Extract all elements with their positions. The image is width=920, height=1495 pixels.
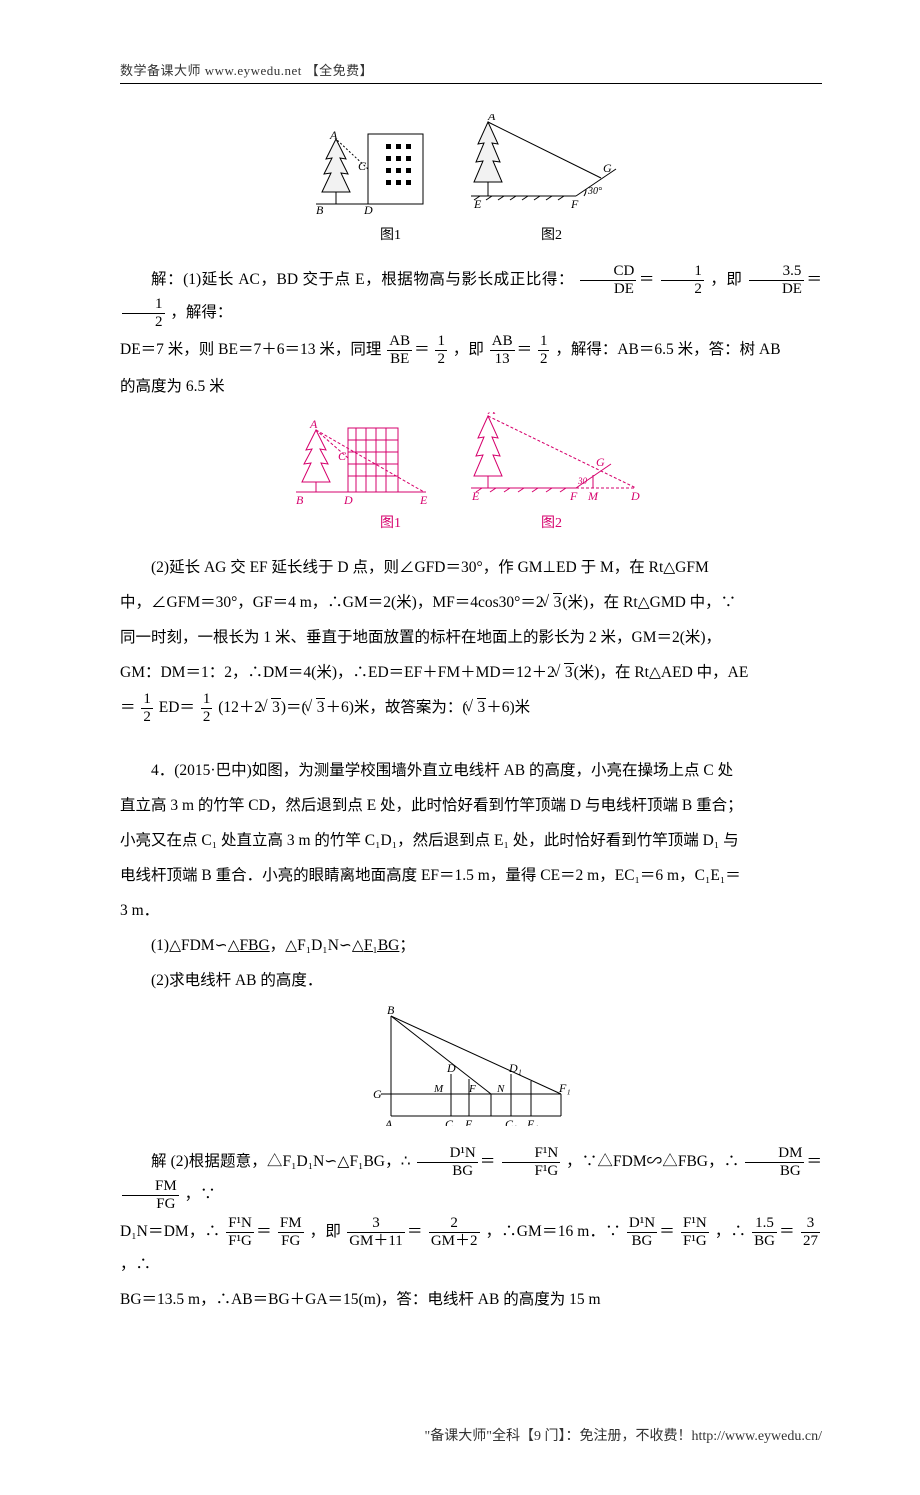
figure-3: B G A D M C E F D₁ N C₁ E₁ F₁	[120, 1006, 822, 1126]
solution-3: 解 (2)根据题意，△F₁D₁N∽△F₁BG，∴ D¹NBG＝ F¹NF¹G ，…	[120, 1146, 822, 1315]
svg-text:30°: 30°	[587, 186, 602, 197]
svg-text:30: 30	[577, 476, 588, 486]
svg-text:C: C	[338, 449, 347, 463]
s3f11: 1.5BG	[752, 1216, 777, 1249]
fig2-cap2: 图2	[541, 512, 562, 532]
page-header: 数学备课大师 www.eywedu.net 【全免费】	[120, 60, 822, 84]
s3f7: 3GM＋11	[347, 1216, 405, 1249]
frac-half-1: 12	[141, 692, 153, 725]
header-note: 【全免费】	[306, 63, 374, 78]
s3f4: FMFG	[122, 1179, 179, 1212]
s3f12: 327	[801, 1216, 820, 1249]
frac-1-2c: 12	[435, 334, 447, 367]
svg-text:A: A	[309, 417, 318, 431]
s3f9: D¹NBG	[627, 1216, 657, 1249]
svg-text:E: E	[464, 1117, 473, 1126]
svg-text:D₁: D₁	[508, 1061, 522, 1075]
svg-text:F₁: F₁	[558, 1081, 571, 1095]
footer-text: "备课大师"全科【9 门】：免注册，不收费！http://www.eywedu.…	[425, 1429, 822, 1444]
svg-text:B: B	[387, 1006, 395, 1017]
fig1-cap2: 图2	[541, 224, 562, 244]
fig2-captions: 图1 图2	[120, 512, 822, 532]
svg-text:G: G	[596, 455, 605, 469]
svg-text:F: F	[570, 197, 579, 211]
s3f6: FMFG	[278, 1216, 304, 1249]
sqrt3-b: 3	[555, 657, 574, 688]
svg-text:D: D	[446, 1061, 456, 1075]
svg-text:F: F	[468, 1083, 476, 1095]
svg-text:B: B	[316, 203, 324, 217]
svg-text:B: B	[296, 493, 304, 507]
frac-1-2b: 12	[122, 297, 165, 330]
sqrt3-c: 3	[262, 692, 281, 723]
svg-text:E: E	[419, 493, 428, 507]
s3f10: F¹NF¹G	[681, 1216, 709, 1249]
page: 数学备课大师 www.eywedu.net 【全免费】	[0, 0, 920, 1495]
page-footer: "备课大师"全科【9 门】：免注册，不收费！http://www.eywedu.…	[120, 1425, 822, 1445]
svg-text:G: G	[603, 161, 612, 175]
figure-2-svg: A B C D E A E F	[286, 412, 656, 512]
figure-row-1: A B C D	[120, 114, 822, 244]
svg-text:C: C	[358, 159, 367, 173]
figure-row-2: A B C D E A E F	[120, 412, 822, 532]
header-url: www.eywedu.net	[205, 63, 302, 78]
s1-lead: 解：(1)延长 AC，BD 交于点 E，根据物高与影长成正比得：	[151, 271, 574, 288]
s3f2: F¹NF¹G	[502, 1146, 561, 1179]
svg-text:G: G	[373, 1087, 382, 1101]
svg-text:D: D	[343, 493, 353, 507]
s3f1: D¹NBG	[417, 1146, 478, 1179]
frac-ab-be: ABBE	[387, 334, 412, 367]
svg-text:C₁: C₁	[505, 1117, 517, 1126]
blank-f1bg: F₁BG	[364, 937, 400, 954]
figure-1-svg: A B C D	[306, 114, 636, 224]
solution-2: (2)延长 AG 交 EF 延长线于 D 点，则∠GFD＝30°，作 GM⊥ED…	[120, 552, 822, 725]
solution-1: 解：(1)延长 AC，BD 交于点 E，根据物高与影长成正比得： CDDE＝ 1…	[120, 264, 822, 402]
fig1-captions: 图1 图2	[120, 224, 822, 244]
svg-text:D: D	[363, 203, 373, 217]
svg-text:M: M	[433, 1083, 444, 1095]
frac-ab-13: AB13	[490, 334, 515, 367]
frac-cd-de: CDDE	[580, 264, 636, 297]
svg-text:A: A	[487, 412, 496, 417]
frac-half-2: 12	[201, 692, 213, 725]
sqrt3-a: 3	[544, 587, 563, 618]
frac-35-de: 3.5DE	[749, 264, 804, 297]
s3f3: DMBG	[745, 1146, 804, 1179]
figure-3-svg: B G A D M C E F D₁ N C₁ E₁ F₁	[361, 1006, 581, 1126]
svg-text:E: E	[471, 489, 480, 503]
svg-text:A: A	[384, 1117, 393, 1126]
s3f8: 2GM＋2	[429, 1216, 480, 1249]
header-site: 数学备课大师	[120, 63, 201, 78]
svg-text:C: C	[445, 1117, 454, 1126]
svg-text:A: A	[329, 128, 338, 142]
s3f5: F¹NF¹G	[226, 1216, 254, 1249]
frac-1-2a: 12	[661, 264, 704, 297]
blank-fbg: FBG	[240, 937, 270, 954]
svg-text:E₁: E₁	[526, 1117, 539, 1126]
sqrt3-d: 3	[307, 692, 326, 723]
svg-text:D: D	[630, 489, 640, 503]
frac-1-2d: 12	[538, 334, 550, 367]
svg-text:N: N	[496, 1083, 505, 1095]
question-4: 4．(2015·巴中)如图，为测量学校围墙外直立电线杆 AB 的高度，小亮在操场…	[120, 755, 822, 996]
sqrt3-e: 3	[468, 692, 487, 723]
svg-text:M: M	[587, 489, 599, 503]
svg-text:A: A	[487, 114, 496, 123]
fig2-cap1: 图1	[380, 512, 401, 532]
svg-text:F: F	[569, 489, 578, 503]
fig1-cap1: 图1	[380, 224, 401, 244]
svg-text:E: E	[473, 197, 482, 211]
